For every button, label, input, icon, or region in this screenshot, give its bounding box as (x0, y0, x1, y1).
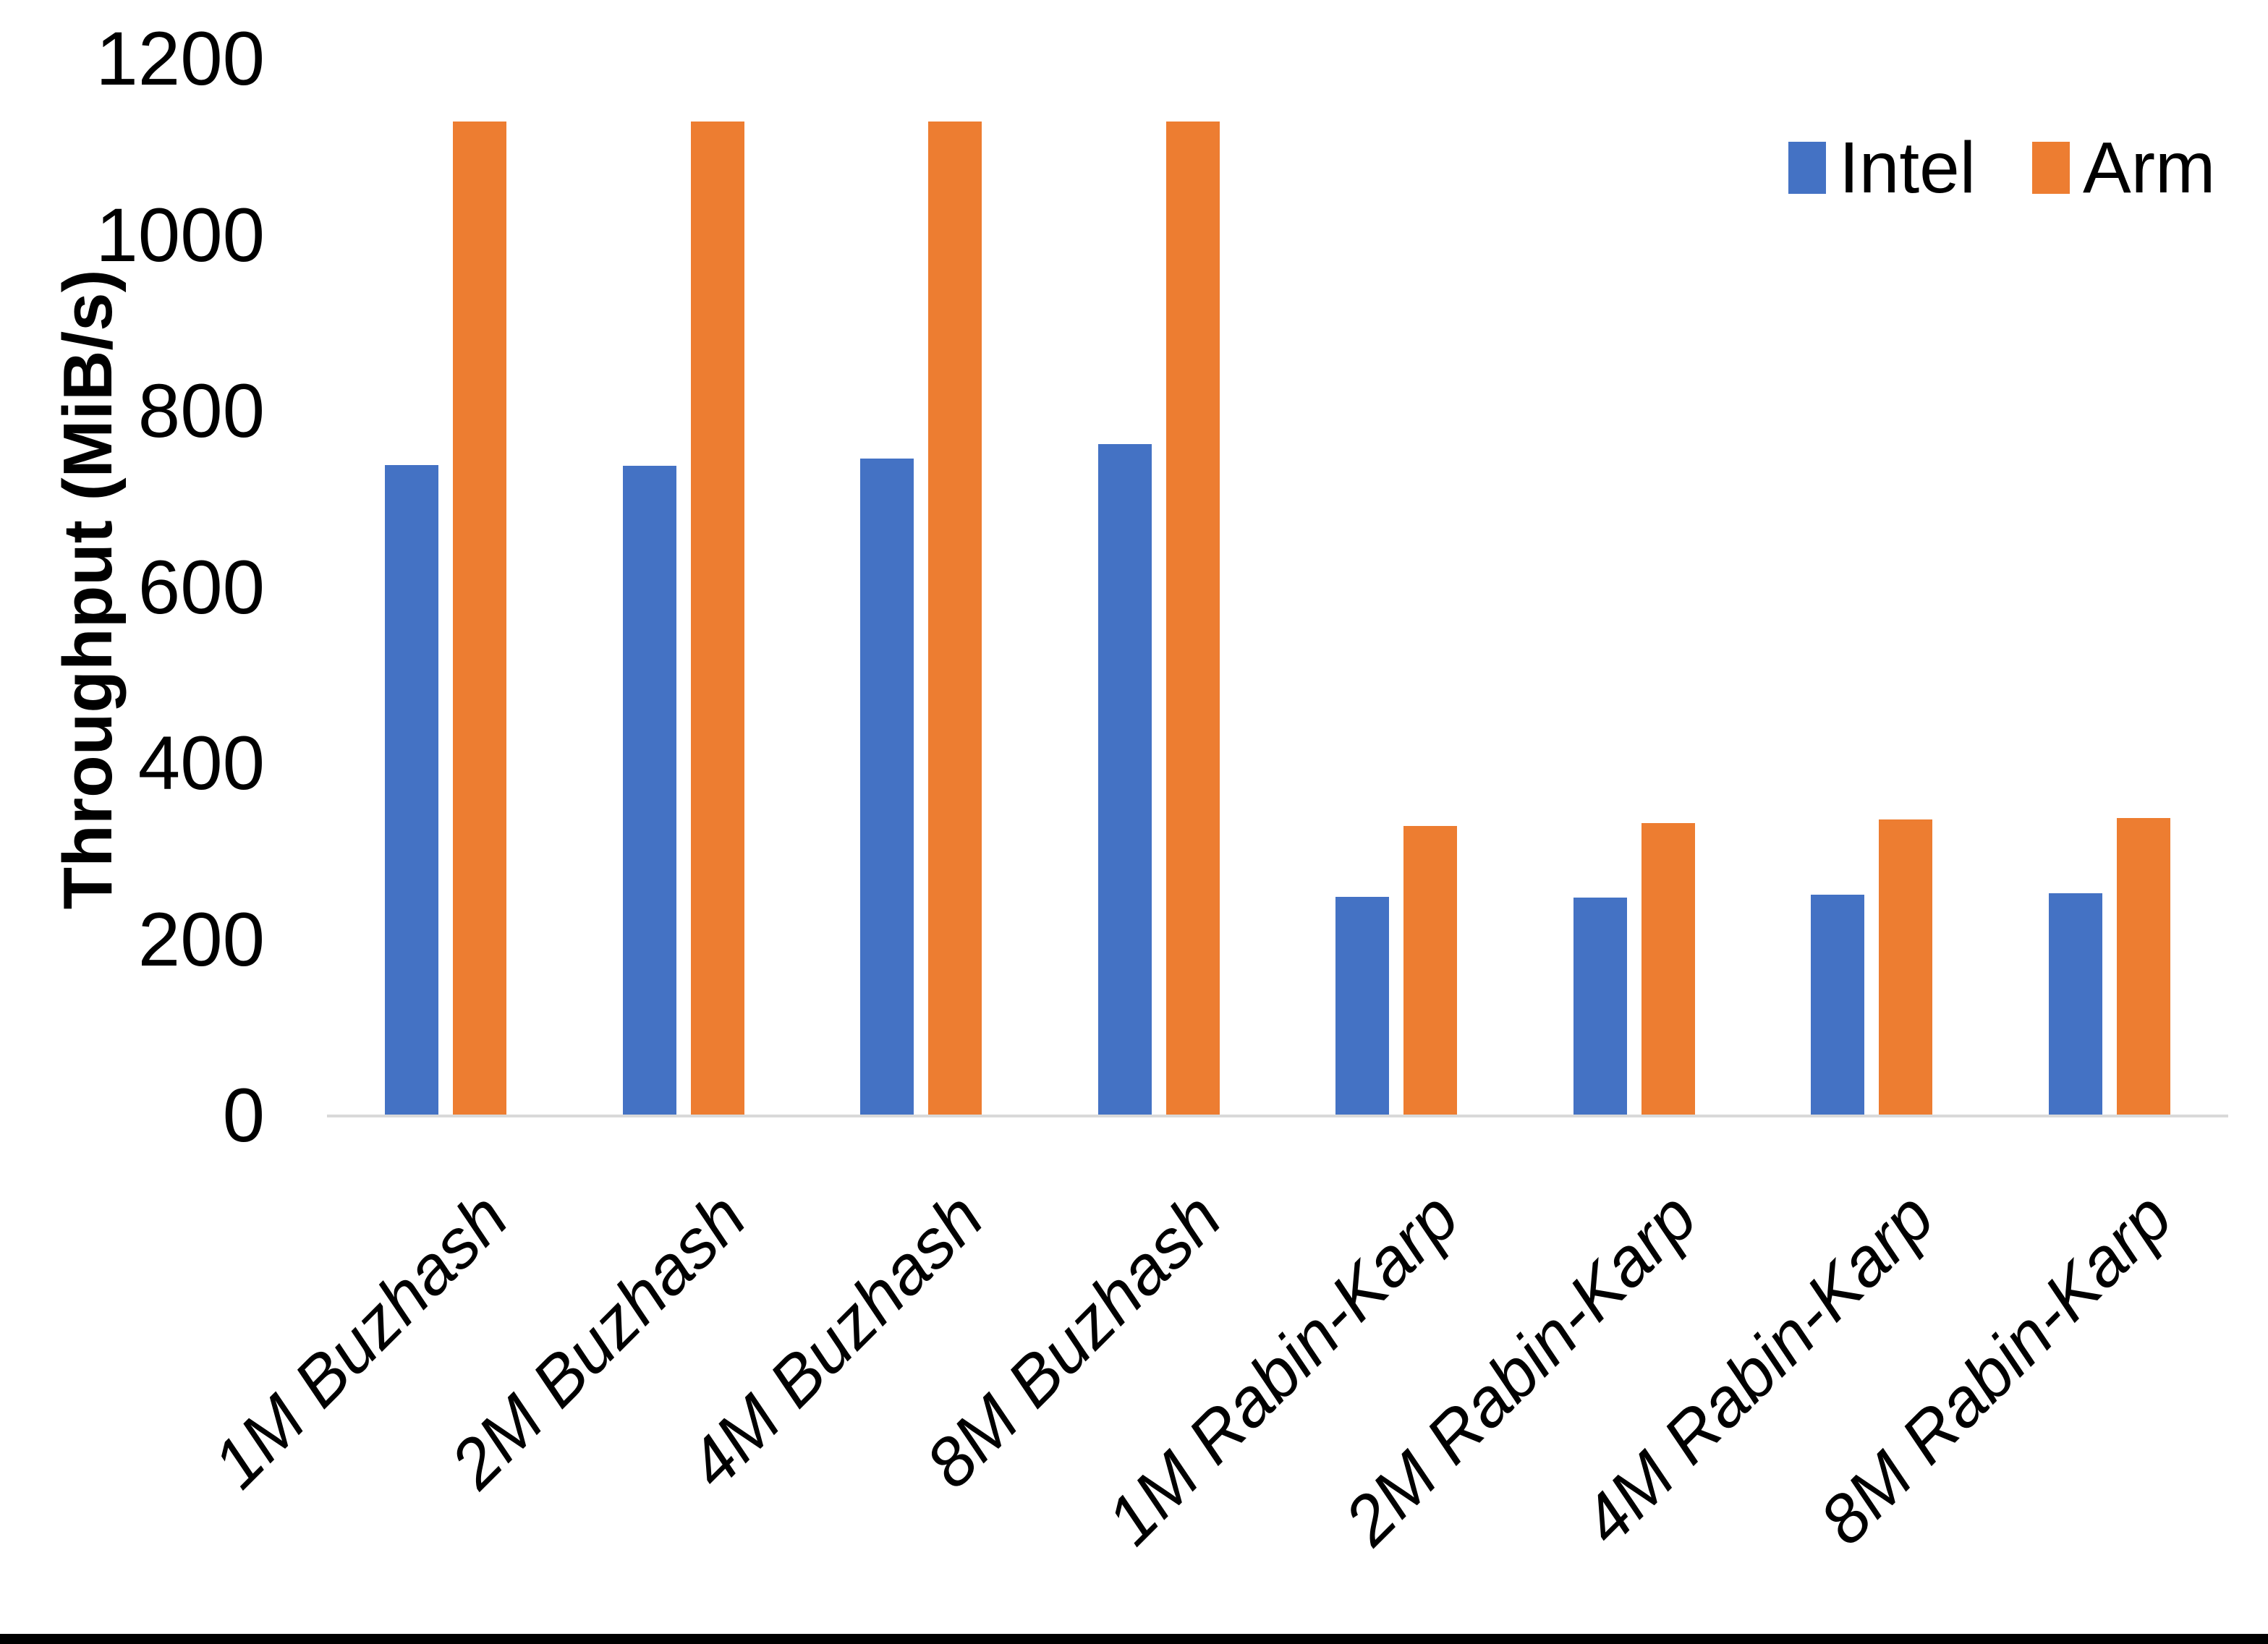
bar-intel-2m-buzhash (622, 466, 676, 1116)
y-tick-label-600: 600 (137, 545, 265, 630)
bar-intel-1m-buzhash (385, 465, 439, 1116)
y-tick-label-1000: 1000 (95, 192, 265, 278)
bar-arm-8m-rabin-karp (2116, 818, 2170, 1116)
legend-item-intel: Intel (1788, 132, 1976, 204)
bar-arm-1m-buzhash (453, 122, 507, 1116)
x-axis-line (327, 1115, 2228, 1117)
legend-swatch-intel (1788, 142, 1826, 194)
bar-arm-2m-buzhash (690, 122, 744, 1116)
y-tick-label-400: 400 (137, 721, 265, 806)
bar-arm-8m-buzhash (1165, 122, 1220, 1116)
y-tick-label-1200: 1200 (95, 17, 265, 101)
y-tick-label-0: 0 (222, 1073, 265, 1158)
y-tick-label-800: 800 (137, 369, 265, 453)
bar-intel-4m-rabin-karp (1811, 895, 1865, 1116)
bar-arm-4m-rabin-karp (1879, 819, 1933, 1116)
bottom-border (0, 1634, 2268, 1644)
bar-intel-8m-rabin-karp (2048, 893, 2102, 1116)
bar-arm-2m-rabin-karp (1641, 822, 1695, 1116)
bar-arm-4m-buzhash (928, 122, 982, 1116)
bar-intel-8m-buzhash (1097, 444, 1152, 1116)
x-category-label-1m-buzhash: 1M Buzhash (198, 1178, 523, 1503)
y-tick-label-200: 200 (137, 897, 265, 982)
legend-label-intel: Intel (1839, 127, 1976, 208)
legend-label-arm: Arm (2083, 127, 2216, 208)
bar-intel-2m-rabin-karp (1573, 898, 1627, 1116)
bar-intel-4m-buzhash (860, 458, 914, 1116)
legend: Intel Arm (1788, 132, 2215, 204)
legend-item-arm: Arm (2032, 132, 2215, 204)
bar-intel-1m-rabin-karp (1335, 896, 1390, 1116)
legend-swatch-arm (2032, 142, 2070, 194)
bar-arm-1m-rabin-karp (1403, 826, 1458, 1116)
